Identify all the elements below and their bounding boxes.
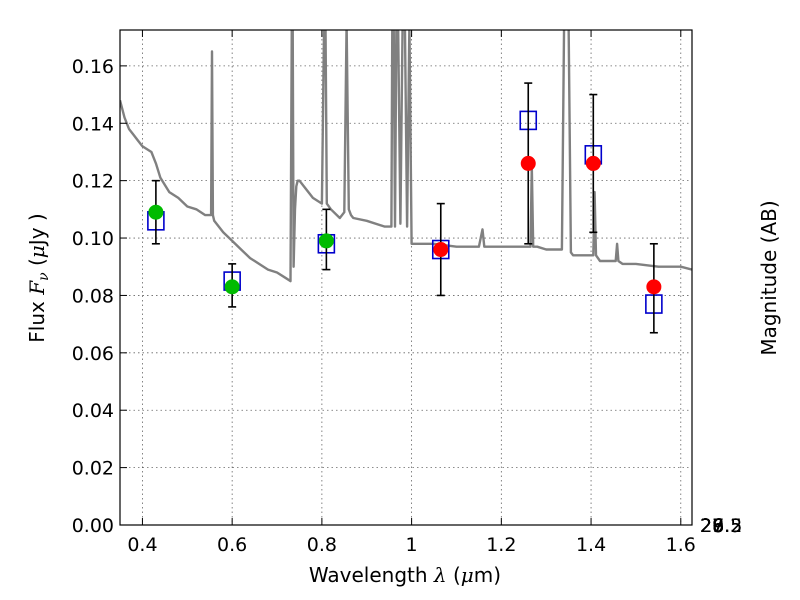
y-tick-label: 0.02 [72, 458, 114, 480]
x-tick-label: 0.4 [127, 534, 157, 556]
y-tick-label: 0.00 [72, 515, 114, 537]
y2-tick-label: 27 [700, 515, 724, 537]
ticks [120, 30, 692, 526]
x-tick-label: 1.2 [486, 534, 516, 556]
model-spectrum-line [120, 30, 692, 283]
y2-tick-label: 26.2 [700, 515, 742, 537]
observed-data-point [224, 279, 240, 295]
y-tick-label: 0.16 [72, 56, 114, 78]
x-tick-label: 1 [406, 534, 418, 556]
x-axis-label: Wavelength λ (μm) [309, 563, 501, 587]
y-tick-label: 0.04 [72, 400, 114, 422]
y-tick-label: 0.08 [72, 285, 114, 307]
plot-area [120, 30, 692, 334]
x-tick-label: 0.8 [307, 534, 337, 556]
x-tick-label: 1.6 [666, 534, 696, 556]
observed-data-point [585, 155, 601, 171]
x-tick-label: 0.6 [217, 534, 247, 556]
y-axis-left-label: Flux Fν (μJy ) [25, 213, 52, 342]
observed-data-point [520, 155, 536, 171]
x-tick-label: 1.4 [576, 534, 606, 556]
observed-data-point [433, 242, 449, 258]
observed-data-point [148, 204, 164, 220]
y-tick-label: 0.14 [72, 113, 114, 135]
y2-tick-label: 26 [700, 515, 724, 537]
observed-data-point [646, 279, 662, 295]
y-axis-right-label: Magnitude (AB) [757, 200, 781, 355]
tick-labels: 0.4 0.6 0.8 1 1.2 1.4 1.6 0.00 0.02 0.04 0.06 0.08 0… [72, 56, 743, 556]
plot-frame [119, 29, 693, 526]
y2-tick-label: 26.5 [700, 515, 742, 537]
y2-tick-label: 29 [700, 515, 724, 537]
observed-data-point [318, 233, 334, 249]
y2-tick-label: 28 [700, 515, 724, 537]
y-tick-label: 0.06 [72, 343, 114, 365]
y-tick-label: 0.12 [72, 171, 114, 193]
y2-tick-label: 27.5 [700, 515, 742, 537]
y-tick-label: 0.10 [72, 228, 114, 250]
